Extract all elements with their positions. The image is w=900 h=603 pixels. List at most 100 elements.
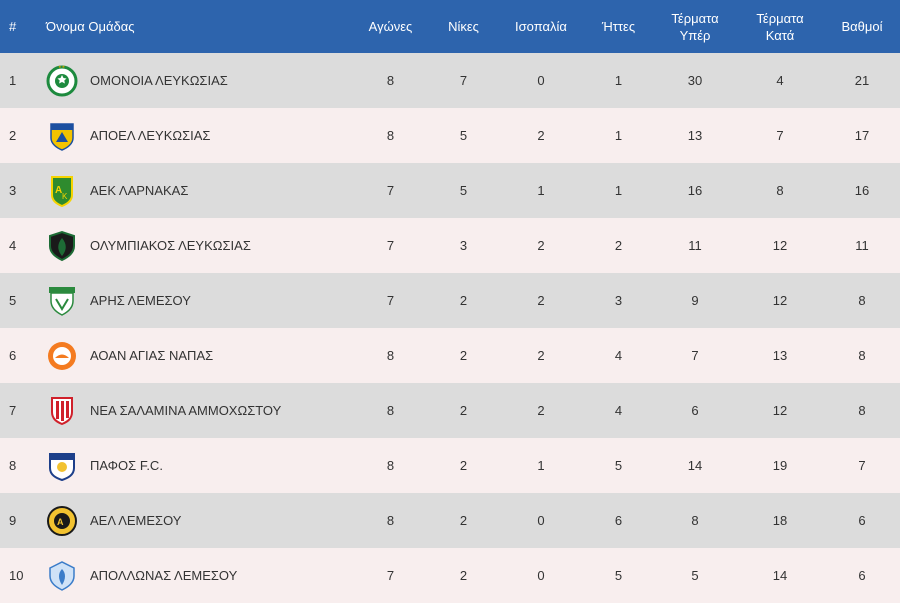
- team-cell[interactable]: ΝΕΑ ΣΑΛΑΜΙΝΑ ΑΜΜΟΧΩΣΤΟΥ: [41, 383, 353, 438]
- points-cell: 8: [858, 293, 866, 308]
- header-goals-for-line1: Τέρματα: [671, 10, 719, 26]
- draws-cell: 1: [537, 458, 545, 473]
- goals-for-cell: 9: [691, 293, 699, 308]
- position-cell: 1: [9, 73, 17, 88]
- standings-header: # Όνομα Ομάδας Αγώνες Νίκες Ισοπαλία Ήττ…: [0, 0, 900, 53]
- header-points[interactable]: Βαθμοί: [841, 19, 883, 34]
- table-row[interactable]: 7 ΝΕΑ ΣΑΛΑΜΙΝΑ ΑΜΜΟΧΩΣΤΟΥ 8 2 2 4 6 12 8: [0, 383, 900, 438]
- points-cell: 6: [858, 568, 866, 583]
- draws-cell: 2: [537, 348, 545, 363]
- table-row[interactable]: 4 ΟΛΥΜΠΙΑΚΟΣ ΛΕΥΚΩΣΙΑΣ 7 3 2 2 11 12 11: [0, 218, 900, 273]
- ael-crest-icon: A: [46, 505, 78, 537]
- goals-for-cell: 11: [688, 238, 702, 253]
- header-position[interactable]: #: [9, 19, 17, 34]
- position-cell: 9: [9, 513, 17, 528]
- wins-cell: 2: [459, 568, 468, 583]
- header-played[interactable]: Αγώνες: [368, 19, 413, 34]
- table-row[interactable]: 6 ΑΟΑΝ ΑΓΙΑΣ ΝΑΠΑΣ 8 2 2 4 7 13 8: [0, 328, 900, 383]
- goals-against-cell: 8: [776, 183, 784, 198]
- header-goals-against-line2: Κατά: [765, 27, 795, 43]
- wins-cell: 3: [459, 238, 468, 253]
- wins-cell: 7: [459, 73, 468, 88]
- losses-cell: 1: [614, 128, 623, 143]
- draws-cell: 2: [537, 128, 545, 143]
- table-row[interactable]: 2 ΑΠΟΕΛ ΛΕΥΚΩΣΙΑΣ 8 5 2 1 13 7 17: [0, 108, 900, 163]
- header-goals-against[interactable]: Τέρματα Κατά: [736, 0, 824, 53]
- losses-cell: 4: [614, 348, 623, 363]
- team-name[interactable]: ΝΕΑ ΣΑΛΑΜΙΝΑ ΑΜΜΟΧΩΣΤΟΥ: [90, 403, 282, 418]
- goals-against-cell: 14: [772, 568, 788, 583]
- draws-cell: 0: [537, 73, 545, 88]
- position-cell: 7: [9, 403, 17, 418]
- table-row[interactable]: 5 ΑΡΗΣ ΛΕΜΕΣΟΥ 7 2 2 3 9 12 8: [0, 273, 900, 328]
- team-cell[interactable]: A K ΑΕΚ ΛΑΡΝΑΚΑΣ: [41, 163, 353, 218]
- nea-salamina-crest-icon: [46, 395, 78, 427]
- goals-for-cell: 14: [687, 458, 703, 473]
- losses-cell: 4: [614, 403, 623, 418]
- points-cell: 21: [854, 73, 870, 88]
- played-cell: 8: [386, 73, 395, 88]
- team-name[interactable]: ΑΡΗΣ ΛΕΜΕΣΟΥ: [90, 293, 191, 308]
- goals-against-cell: 12: [772, 403, 788, 418]
- team-cell[interactable]: ΠΑΦΟΣ F.C.: [41, 438, 353, 493]
- draws-cell: 2: [537, 403, 545, 418]
- header-losses[interactable]: Ήττες: [601, 19, 636, 34]
- points-cell: 17: [854, 128, 870, 143]
- team-name[interactable]: ΠΑΦΟΣ F.C.: [90, 458, 163, 473]
- team-cell[interactable]: ΑΠΟΕΛ ΛΕΥΚΩΣΙΑΣ: [41, 108, 353, 163]
- team-cell[interactable]: ★★ ΟΜΟΝΟΙΑ ΛΕΥΚΩΣΙΑΣ: [41, 53, 353, 108]
- wins-cell: 2: [459, 513, 468, 528]
- position-cell: 2: [9, 128, 17, 143]
- team-cell[interactable]: ΟΛΥΜΠΙΑΚΟΣ ΛΕΥΚΩΣΙΑΣ: [41, 218, 353, 273]
- goals-against-cell: 4: [776, 73, 784, 88]
- played-cell: 8: [386, 403, 395, 418]
- header-goals-for-line2: Υπέρ: [679, 27, 711, 43]
- table-row[interactable]: 8 ΠΑΦΟΣ F.C. 8 2 1 5 14 19 7: [0, 438, 900, 493]
- losses-cell: 6: [614, 513, 623, 528]
- header-row: # Όνομα Ομάδας Αγώνες Νίκες Ισοπαλία Ήττ…: [0, 0, 900, 53]
- wins-cell: 5: [459, 128, 468, 143]
- team-cell[interactable]: ΑΠΟΛΛΩΝΑΣ ΛΕΜΕΣΟΥ: [41, 548, 353, 603]
- wins-cell: 2: [459, 403, 468, 418]
- losses-cell: 3: [614, 293, 623, 308]
- team-name[interactable]: ΑΕΚ ΛΑΡΝΑΚΑΣ: [90, 183, 189, 198]
- team-cell[interactable]: ΑΟΑΝ ΑΓΙΑΣ ΝΑΠΑΣ: [41, 328, 353, 383]
- wins-cell: 2: [459, 458, 468, 473]
- header-draws[interactable]: Ισοπαλία: [515, 19, 567, 34]
- team-name[interactable]: ΑΠΟΕΛ ΛΕΥΚΩΣΙΑΣ: [90, 128, 211, 143]
- losses-cell: 5: [614, 568, 623, 583]
- goals-for-cell: 30: [687, 73, 703, 88]
- table-row[interactable]: 3 A K ΑΕΚ ΛΑΡΝΑΚΑΣ 7 5 1 1 16 8 16: [0, 163, 900, 218]
- team-cell[interactable]: ΑΡΗΣ ΛΕΜΕΣΟΥ: [41, 273, 353, 328]
- header-team-name[interactable]: Όνομα Ομάδας: [46, 19, 135, 34]
- wins-cell: 2: [459, 293, 468, 308]
- team-name[interactable]: ΑΕΛ ΛΕΜΕΣΟΥ: [90, 513, 182, 528]
- draws-cell: 2: [537, 293, 545, 308]
- position-cell: 5: [9, 293, 17, 308]
- goals-against-cell: 18: [772, 513, 788, 528]
- header-goals-for[interactable]: Τέρματα Υπέρ: [654, 0, 736, 53]
- table-row[interactable]: 10 ΑΠΟΛΛΩΝΑΣ ΛΕΜΕΣΟΥ 7 2 0 5 5 14 6: [0, 548, 900, 603]
- position-cell: 10: [9, 568, 24, 583]
- goals-against-cell: 19: [772, 458, 788, 473]
- played-cell: 8: [386, 128, 395, 143]
- goals-against-cell: 12: [772, 238, 788, 253]
- points-cell: 11: [855, 238, 869, 253]
- team-cell[interactable]: A ΑΕΛ ΛΕΜΕΣΟΥ: [41, 493, 353, 548]
- team-name[interactable]: ΑΟΑΝ ΑΓΙΑΣ ΝΑΠΑΣ: [90, 348, 214, 363]
- team-name[interactable]: ΟΛΥΜΠΙΑΚΟΣ ΛΕΥΚΩΣΙΑΣ: [90, 238, 251, 253]
- played-cell: 7: [386, 568, 395, 583]
- table-row[interactable]: 9 A ΑΕΛ ΛΕΜΕΣΟΥ 8 2 0 6 8 18 6: [0, 493, 900, 548]
- team-name[interactable]: ΑΠΟΛΛΩΝΑΣ ΛΕΜΕΣΟΥ: [90, 568, 238, 583]
- draws-cell: 2: [537, 238, 545, 253]
- svg-text:★★: ★★: [58, 65, 66, 69]
- position-cell: 6: [9, 348, 17, 363]
- losses-cell: 1: [614, 183, 623, 198]
- header-wins[interactable]: Νίκες: [448, 19, 479, 34]
- team-name[interactable]: ΟΜΟΝΟΙΑ ΛΕΥΚΩΣΙΑΣ: [90, 73, 228, 88]
- table-row[interactable]: 1 ★★ ΟΜΟΝΟΙΑ ΛΕΥΚΩΣΙΑΣ 8 7 0 1 30 4 21: [0, 53, 900, 108]
- svg-text:A: A: [57, 517, 64, 527]
- played-cell: 7: [386, 293, 395, 308]
